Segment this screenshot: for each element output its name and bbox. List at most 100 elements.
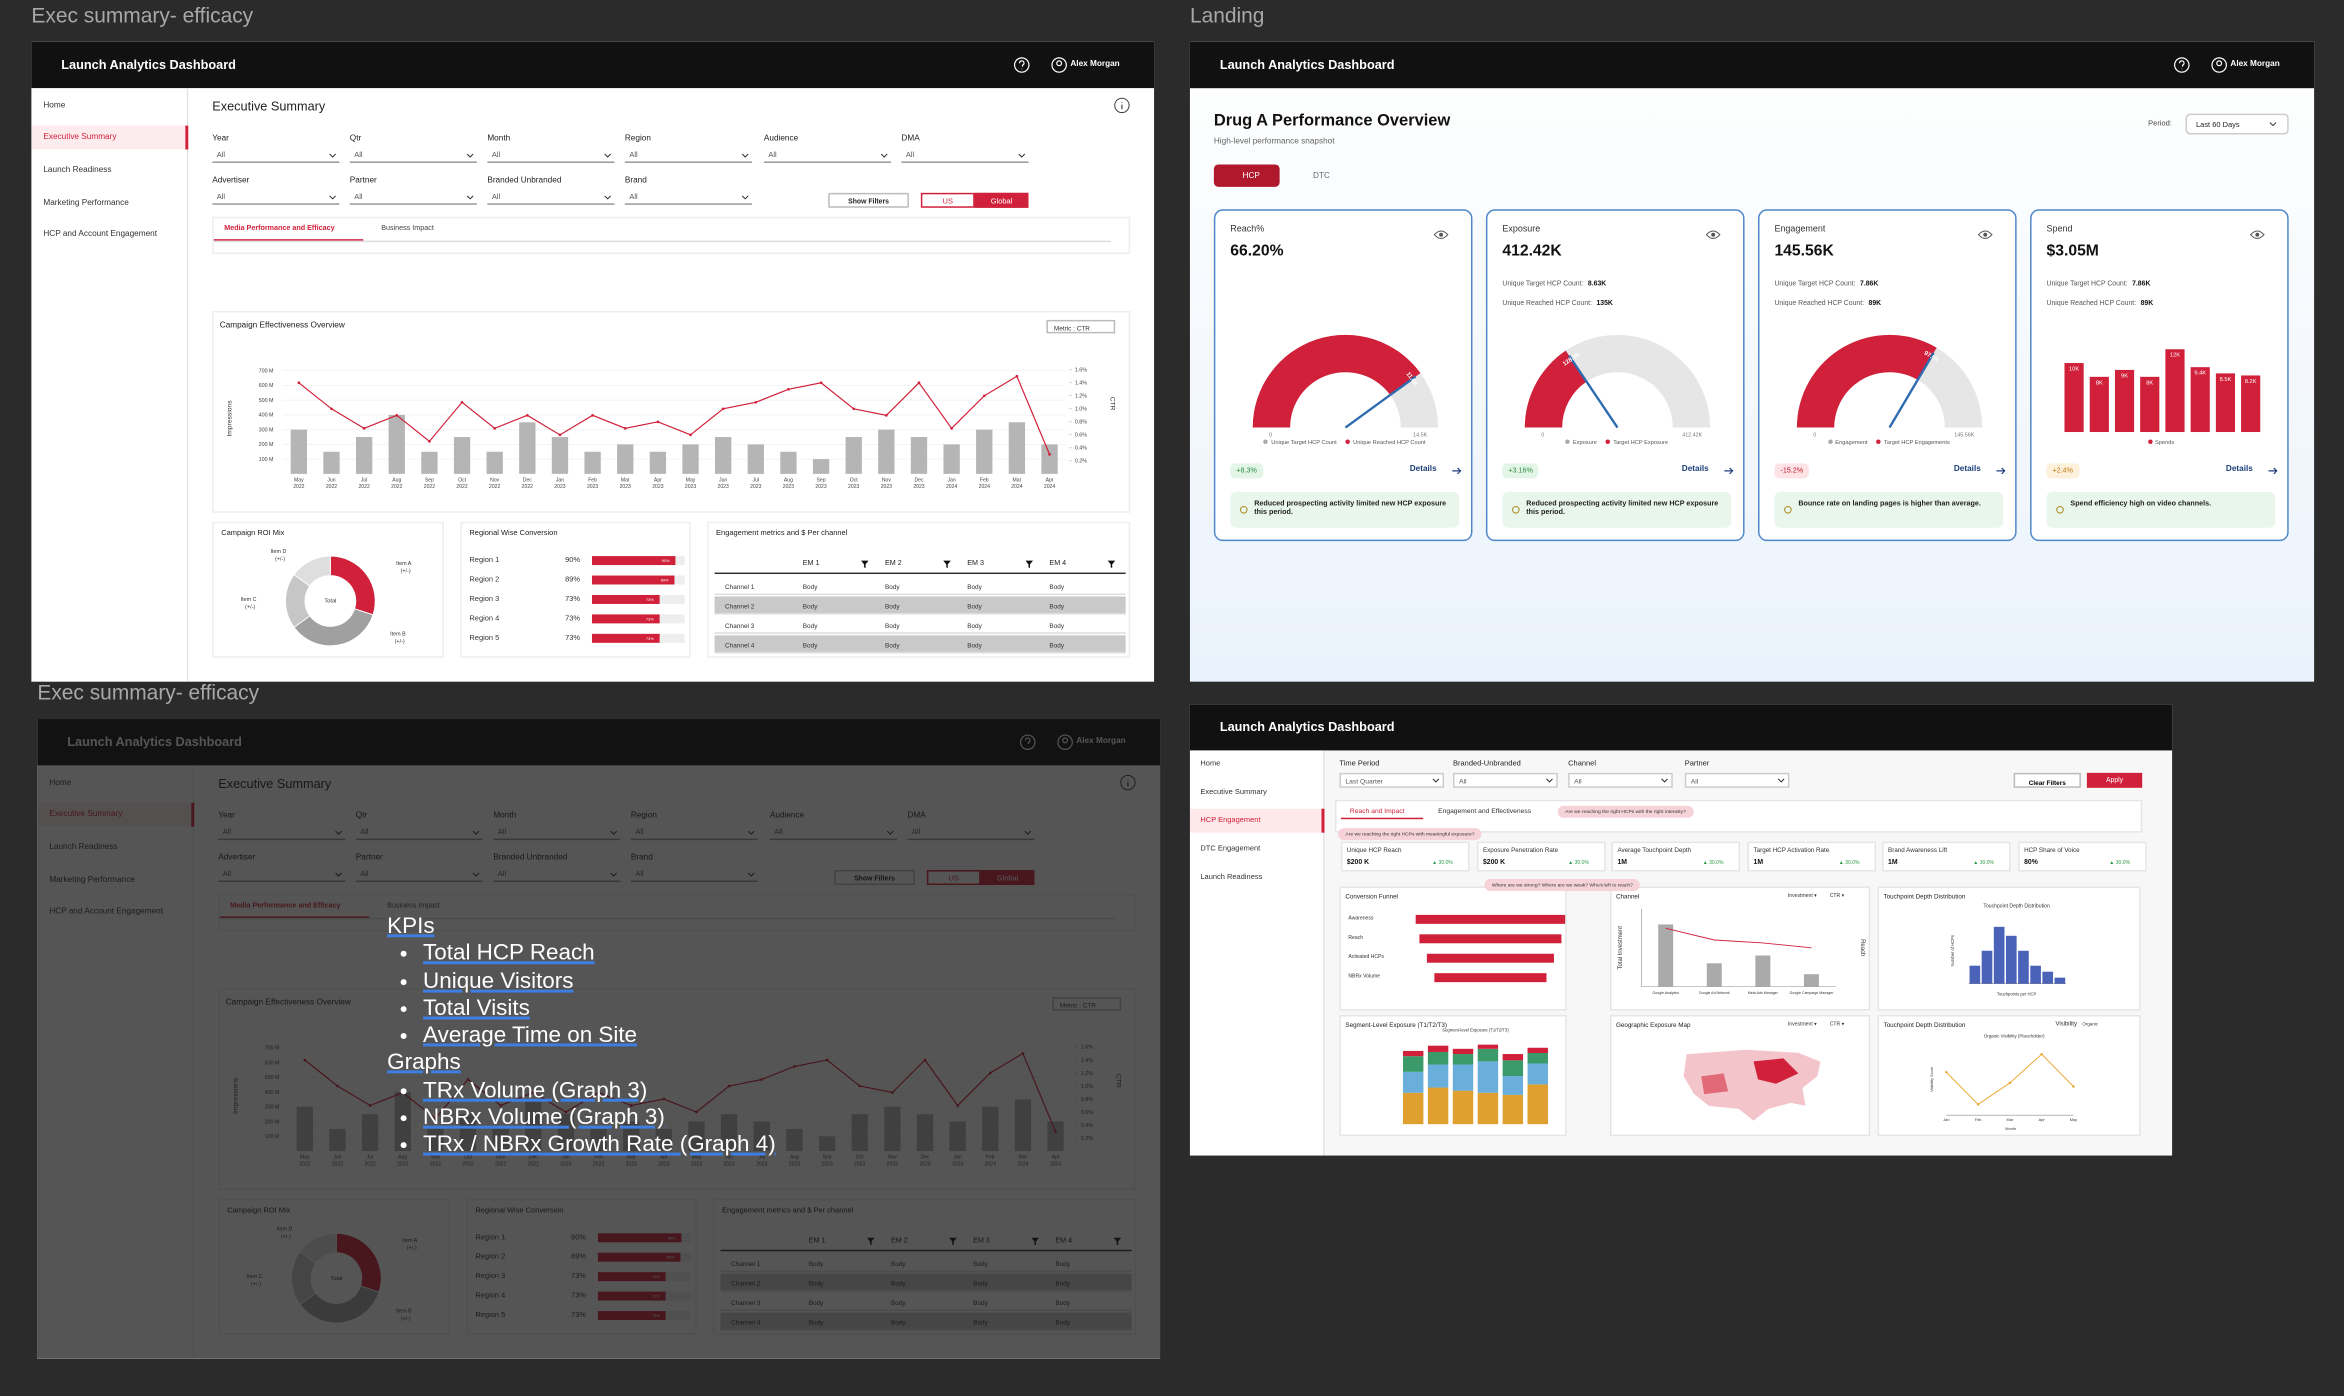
filter-icon: [943, 560, 951, 569]
map-region: [1701, 1073, 1729, 1095]
user-name[interactable]: Alex Morgan: [2230, 59, 2280, 69]
filter-select[interactable]: All: [349, 190, 477, 205]
nav-item[interactable]: Executive Summary: [1200, 787, 1267, 797]
nav-item[interactable]: Launch Readiness: [43, 165, 112, 175]
nav-item[interactable]: HCP Engagement: [1189, 808, 1325, 833]
regional-panel: Regional Wise Conversion 90% 89% 73% 73% 73% R…: [460, 521, 691, 658]
x-tick-label: 2023: [881, 484, 892, 490]
card-value: 412.42K: [1502, 242, 1562, 261]
details-link[interactable]: Details: [1953, 464, 1981, 474]
eye-icon: [1705, 230, 1721, 239]
filter-label: Partner: [1684, 759, 1710, 769]
insight-box: Bounce rate on landing pages is higher t…: [1774, 491, 2004, 528]
x-tick-label: 2023: [815, 484, 826, 490]
tab[interactable]: Reach and Impact: [1349, 807, 1405, 815]
filter-select[interactable]: All: [349, 148, 477, 163]
tab[interactable]: Engagement and Effectiveness: [1438, 807, 1532, 815]
funnel-bar: [1419, 934, 1562, 944]
card-label: Spend: [2046, 225, 2073, 235]
count-row: Unique Target HCP Count: 7.86K: [2047, 280, 2151, 287]
bar-label: 8.5K: [2220, 377, 2232, 383]
filter-select[interactable]: All: [901, 148, 1029, 163]
period-dropdown[interactable]: Last 60 Days: [2185, 113, 2289, 135]
bar: [519, 422, 536, 474]
count-row: Unique Reached HCP Count: 89K: [1774, 299, 1881, 306]
gauge-fill: [1252, 334, 1421, 428]
nav-item[interactable]: Launch Readiness: [1200, 873, 1263, 882]
regional-bars: 90% 89% 73% 73% 73%: [591, 556, 685, 643]
filter-select[interactable]: All: [763, 148, 891, 163]
audience-tab[interactable]: HCP: [1213, 164, 1280, 187]
nav-item[interactable]: Executive Summary: [31, 125, 189, 150]
filter-select[interactable]: All: [624, 190, 752, 205]
details-link[interactable]: Details: [1409, 464, 1437, 474]
tab[interactable]: Business Impact: [381, 225, 434, 234]
metric-dropdown[interactable]: Metric : CTR: [1046, 319, 1116, 334]
chevron-path: [329, 195, 336, 200]
x-tick-label: 2024: [1044, 484, 1055, 490]
geo-toggle[interactable]: Global: [974, 192, 1029, 208]
legend-dot: [1263, 439, 1269, 444]
table-cell: Body: [967, 601, 982, 610]
legend-item: Unique Target HCP Count: [1263, 439, 1337, 445]
filter-select[interactable]: All: [624, 148, 752, 163]
sidebar: Home Executive Summary HCP Engagement DTC E…: [1189, 750, 1325, 1156]
nav-item[interactable]: Marketing Performance: [43, 198, 129, 208]
bar-label: 9.4K: [2194, 371, 2206, 377]
filter-select[interactable]: All: [487, 190, 615, 205]
ctr-point: [950, 426, 953, 430]
tab-underline: [213, 239, 364, 242]
region-value: 73%: [565, 633, 581, 643]
sun: [2056, 505, 2064, 514]
filter-select[interactable]: All: [212, 148, 340, 163]
nav-item[interactable]: DTC Engagement: [1200, 844, 1261, 854]
x-tick-label: 2023: [652, 484, 663, 490]
legend-item: Spends: [2147, 439, 2174, 445]
nav-item[interactable]: Home: [1200, 759, 1221, 769]
card-label: Reach%: [1230, 225, 1265, 235]
kpi-delta: ▲ 30.0%: [2109, 859, 2131, 866]
clear-filters-button[interactable]: Clear Filters: [2013, 772, 2081, 788]
details-link[interactable]: Details: [1681, 464, 1709, 474]
geo-toggle[interactable]: US: [920, 192, 975, 208]
ctr-point: [754, 400, 758, 404]
y-axis-label: Number of HCPs: [1950, 935, 1955, 967]
channel-chart: Investment ▾ CTR ▾ Total Investment Reach Go…: [1618, 893, 1865, 995]
filter-select[interactable]: All: [1684, 772, 1790, 788]
y-tick-label: 400 M: [259, 413, 274, 419]
eye-shape: [1705, 230, 1721, 239]
filter-select[interactable]: All: [487, 148, 615, 163]
filter-select[interactable]: All: [212, 190, 340, 205]
apply-button[interactable]: Apply: [2086, 772, 2143, 788]
sun: [1784, 505, 1792, 514]
kpi-delta: ▲ 30.0%: [1973, 859, 1995, 866]
region-bar: [591, 575, 675, 585]
kpi-card: Unique HCP Reach $200 K ▲ 30.0%: [1340, 841, 1470, 872]
insight-text: Reduced prospecting activity limited new…: [1254, 500, 1447, 518]
y-tick-label: 200 M: [259, 442, 274, 448]
bar: [388, 414, 405, 474]
stack-segment: [1477, 1061, 1499, 1093]
x-tick-label: 2023: [554, 484, 565, 490]
stack-segment: [1502, 1060, 1524, 1077]
x-tick-label: 2023: [913, 484, 924, 490]
bar: [682, 444, 699, 474]
tab[interactable]: Media Performance and Efficacy: [224, 225, 335, 234]
x-tick-label: 2022: [489, 484, 500, 490]
x-tick-label: Jul: [361, 477, 368, 483]
kpi-value: 1M: [1617, 858, 1628, 866]
audience-tab[interactable]: DTC: [1313, 171, 1330, 181]
bar-label: 9K: [2121, 373, 2128, 379]
spend-bar: [2089, 376, 2109, 433]
details-link[interactable]: Details: [2225, 464, 2253, 474]
table-cell: Body: [884, 621, 900, 629]
show-filters-button[interactable]: Show Filters: [828, 192, 909, 208]
nav-item[interactable]: HCP and Account Engagement: [43, 230, 158, 240]
filter-select[interactable]: Last Quarter: [1339, 772, 1445, 788]
filter-select[interactable]: All: [1453, 772, 1558, 788]
chevron-path: [604, 153, 612, 158]
filter-select[interactable]: All: [1568, 772, 1673, 788]
region-value: 90%: [565, 556, 581, 566]
user-name[interactable]: Alex Morgan: [1070, 59, 1120, 69]
nav-item[interactable]: Home: [43, 101, 66, 111]
